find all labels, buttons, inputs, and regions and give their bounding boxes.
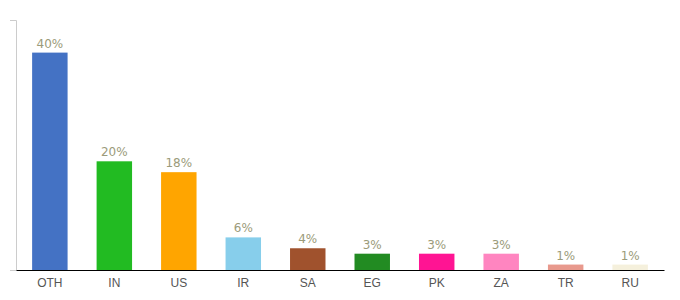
bar [97,161,132,270]
data-label: 1% [556,249,575,263]
bar [32,53,67,270]
data-label: 6% [234,221,253,235]
y-axis-line [10,21,17,271]
x-tick: OTH [37,276,62,290]
data-label: 3% [492,238,511,252]
x-tick: IR [237,276,249,290]
x-tick-label: PK [429,276,445,290]
bars [32,53,648,270]
bar [548,265,583,270]
bar [483,254,518,270]
x-tick: RU [621,276,638,290]
bar [612,265,647,270]
data-label: 4% [298,232,317,246]
data-label: 20% [101,145,128,159]
x-tick: SA [300,276,316,290]
bar [419,254,454,270]
x-axis-line [17,270,665,271]
x-tick-label: IR [237,276,249,290]
x-tick: IN [108,276,120,290]
bar [226,237,261,270]
data-label: 1% [621,249,640,263]
x-tick-label: EG [364,276,381,290]
bar [355,254,390,270]
data-label: 3% [363,238,382,252]
x-tick-label: TR [558,276,574,290]
data-label: 18% [165,156,192,170]
bar [290,248,325,270]
x-tick-label: IN [108,276,120,290]
x-tick: US [170,276,187,290]
data-label: 3% [427,238,446,252]
x-tick: TR [558,276,574,290]
x-axis: OTH IN US IR SA EG PK ZA TR RU [17,271,665,290]
x-tick-label: ZA [494,276,509,290]
x-tick: ZA [494,276,509,290]
x-tick: EG [364,276,381,290]
bar [161,172,196,270]
x-tick-label: OTH [37,276,62,290]
data-labels: 40% 20% 18% 6% 4% 3% 3% 3% 1% 1% [37,37,640,263]
x-tick-label: RU [621,276,638,290]
data-label: 40% [37,37,64,51]
plot: 40% 20% 18% 6% 4% 3% 3% 3% 1% 1% OTH IN US IR SA EG PK ZA… [10,21,665,290]
y-axis [10,21,17,271]
x-tick-label: SA [300,276,316,290]
x-tick: PK [429,276,445,290]
x-tick-label: US [170,276,187,290]
chart: 40% 20% 18% 6% 4% 3% 3% 3% 1% 1% OTH IN US IR SA EG PK ZA… [0,0,680,300]
